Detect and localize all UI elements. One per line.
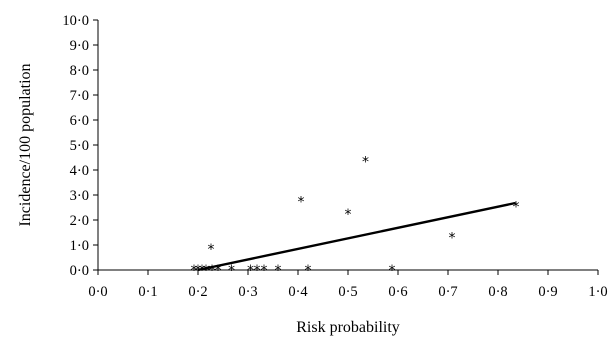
- x-tick-label: 0·1: [138, 284, 157, 300]
- data-point: *: [199, 263, 206, 279]
- y-tick-label: 9·0: [70, 38, 89, 54]
- data-point: *: [298, 194, 305, 210]
- y-tick-label: 5·0: [70, 138, 89, 154]
- x-tick-label: 0·4: [288, 284, 308, 300]
- x-tick-label: 0·2: [188, 284, 207, 300]
- x-tick-label: 0·5: [338, 284, 357, 300]
- x-axis-title: Risk probability: [296, 319, 400, 336]
- x-tick-label: 0·3: [238, 284, 257, 300]
- data-point: *: [209, 263, 216, 279]
- y-tick-label: 8·0: [70, 63, 89, 79]
- y-tick-label: 4·0: [70, 163, 89, 179]
- data-point: *: [203, 263, 210, 279]
- y-tick-label: 2·0: [70, 213, 89, 229]
- data-point: *: [513, 199, 520, 215]
- data-point: *: [345, 207, 352, 223]
- data-point: *: [449, 231, 456, 247]
- data-point: *: [215, 263, 222, 279]
- y-tick-label: 7·0: [70, 88, 89, 104]
- x-tick-label: 0·6: [388, 284, 407, 300]
- y-tick-label: 10·0: [62, 13, 89, 29]
- trend-line: [197, 201, 516, 272]
- data-point: *: [275, 263, 282, 279]
- y-tick-label: 0·0: [70, 263, 89, 279]
- data-point: *: [208, 242, 215, 258]
- x-tick-label: 1·0: [588, 284, 607, 300]
- data-point: *: [362, 154, 369, 170]
- y-tick-label: 3·0: [70, 188, 89, 204]
- data-point: *: [191, 263, 198, 279]
- x-tick-label: 0·7: [438, 284, 457, 300]
- y-tick-label: 6·0: [70, 113, 89, 129]
- x-axis-ticks: 0·0 0·1 0·2 0·3 0·4 0·5 0·6 0·7 0·8 0·9 1·0: [88, 270, 608, 300]
- y-axis-ticks: 0·0 1·0 2·0 3·0 4·0 5·0 6·0 7·0 8·0 9·0 10·0: [62, 13, 98, 279]
- data-point: *: [305, 263, 312, 279]
- x-tick-label: 0·0: [88, 284, 107, 300]
- data-point: *: [254, 263, 261, 279]
- y-axis-title: Incidence/100 population: [17, 63, 34, 226]
- data-point: *: [261, 263, 268, 279]
- x-tick-label: 0·9: [538, 284, 557, 300]
- data-point: *: [228, 263, 235, 279]
- data-points: ****** * * * * * ********: [191, 154, 520, 279]
- data-point: *: [247, 263, 254, 279]
- data-point: *: [389, 263, 396, 279]
- x-tick-label: 0·8: [488, 284, 507, 300]
- y-tick-label: 1·0: [70, 238, 89, 254]
- data-point: *: [195, 263, 202, 279]
